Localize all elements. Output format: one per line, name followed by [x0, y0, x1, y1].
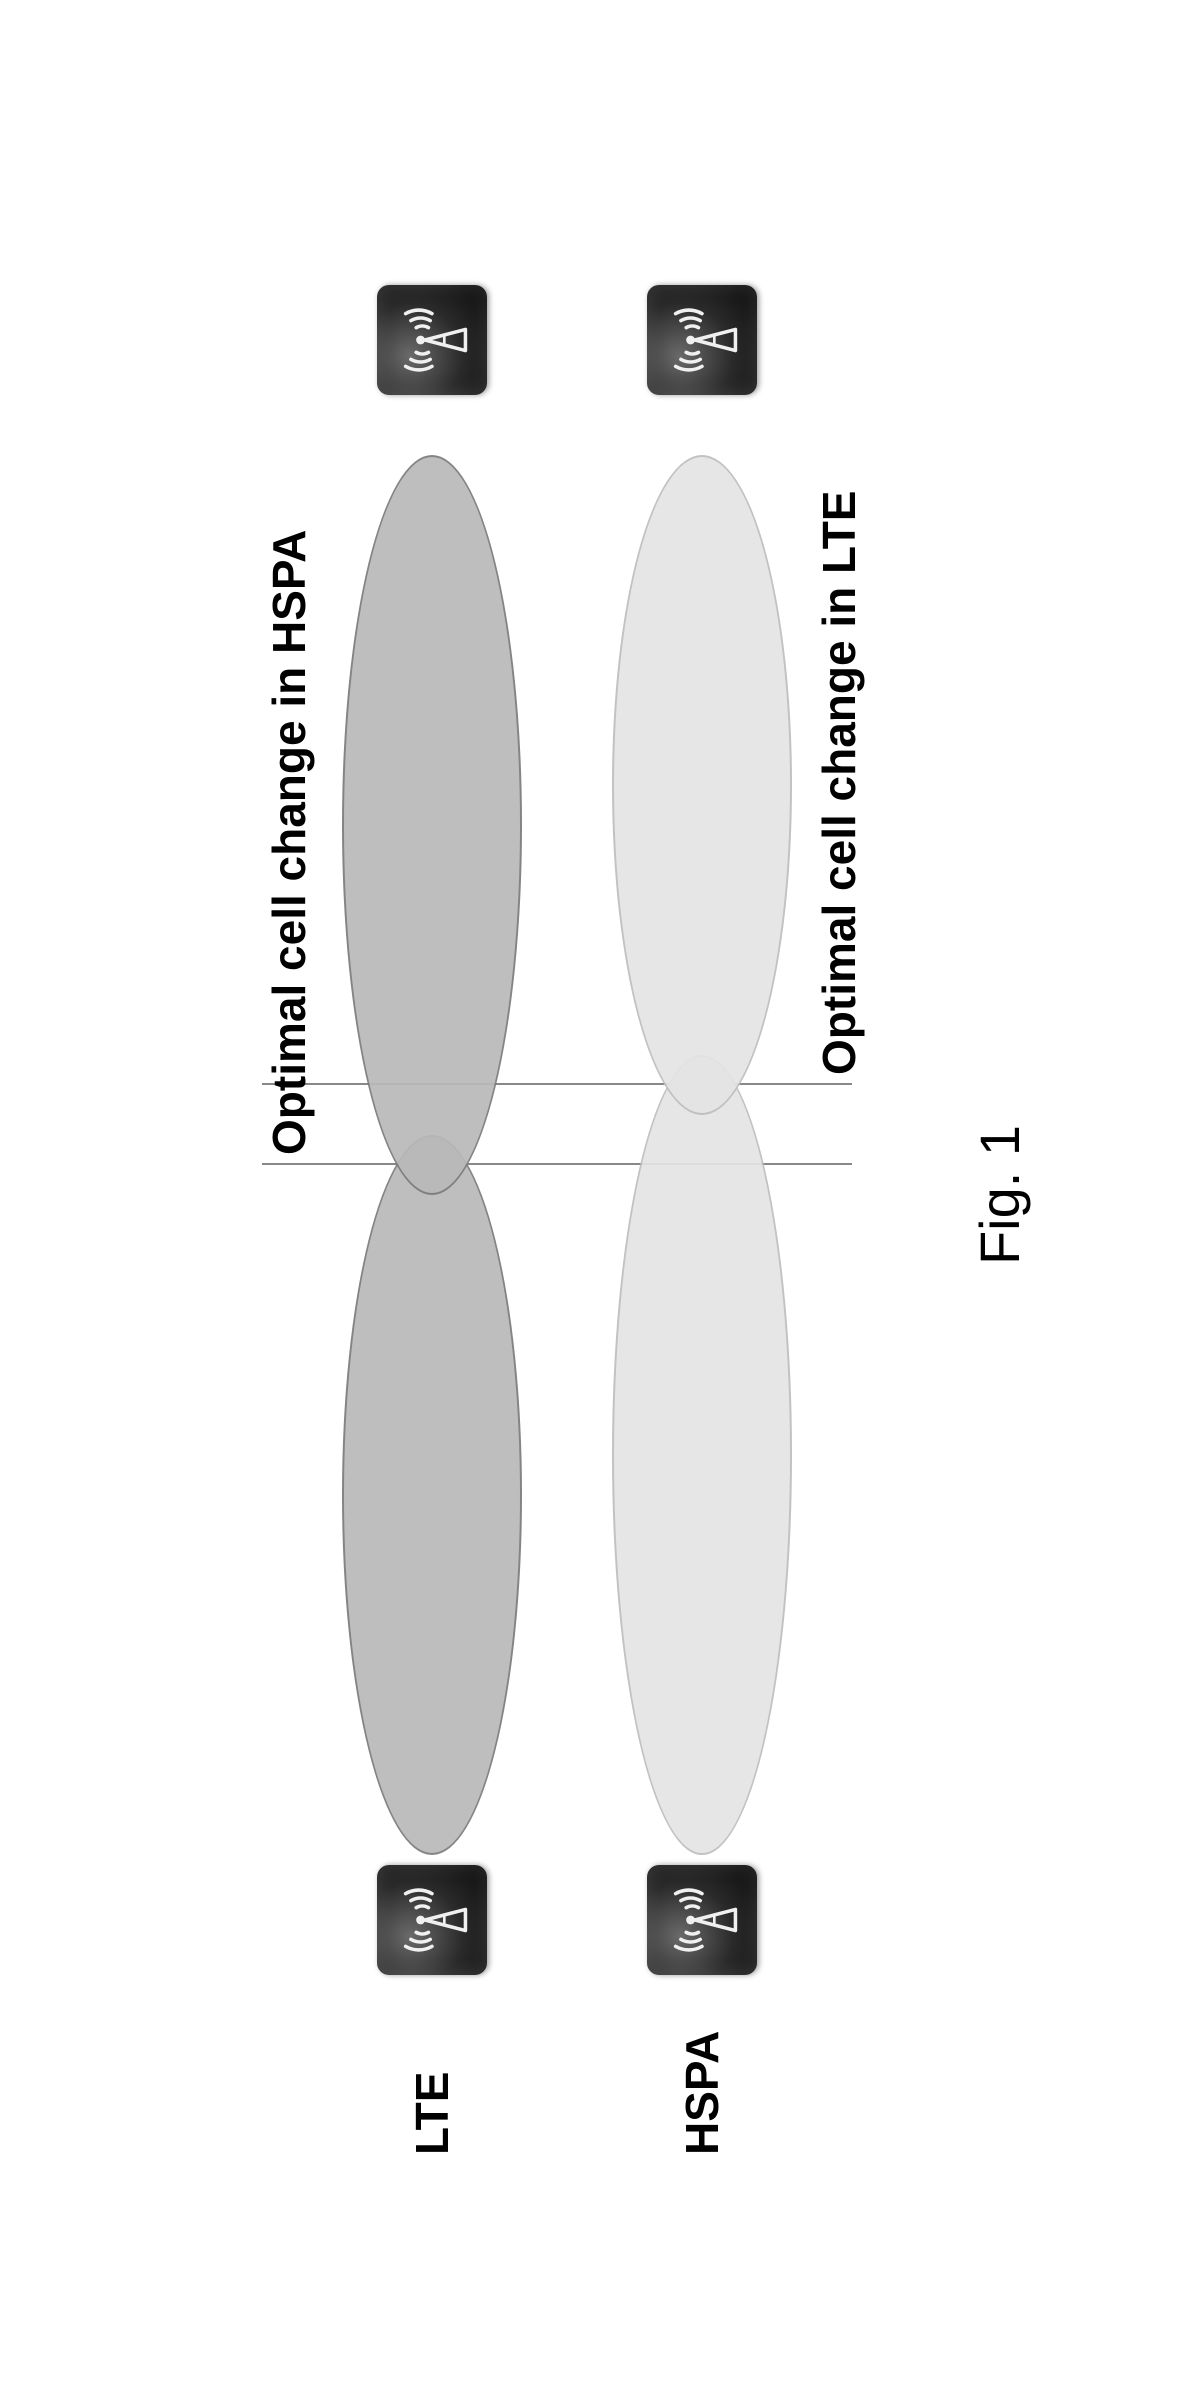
row-hspa: HSPA [592, 195, 812, 2195]
diagram-stage: LTE HSPA [152, 195, 1052, 2195]
caption-lte-optimal: Optimal cell change in LTE [812, 491, 866, 1075]
tower-icon [647, 285, 757, 395]
coverage-ellipse [612, 1055, 792, 1855]
coverage-ellipse [342, 455, 522, 1195]
tower-icon [377, 285, 487, 395]
caption-hspa-optimal: Optimal cell change in HSPA [262, 530, 316, 1155]
tower-icon [377, 1865, 487, 1975]
coverage-ellipses-hspa [612, 455, 792, 1855]
figure-label: Fig. 1 [967, 1125, 1032, 1265]
row-label-hspa: HSPA [675, 2031, 729, 2155]
coverage-ellipse [612, 455, 792, 1115]
tower-icon [647, 1865, 757, 1975]
row-label-lte: LTE [405, 2072, 459, 2155]
row-lte: LTE [322, 195, 542, 2195]
coverage-ellipse [342, 1135, 522, 1855]
coverage-ellipses-lte [342, 455, 522, 1855]
